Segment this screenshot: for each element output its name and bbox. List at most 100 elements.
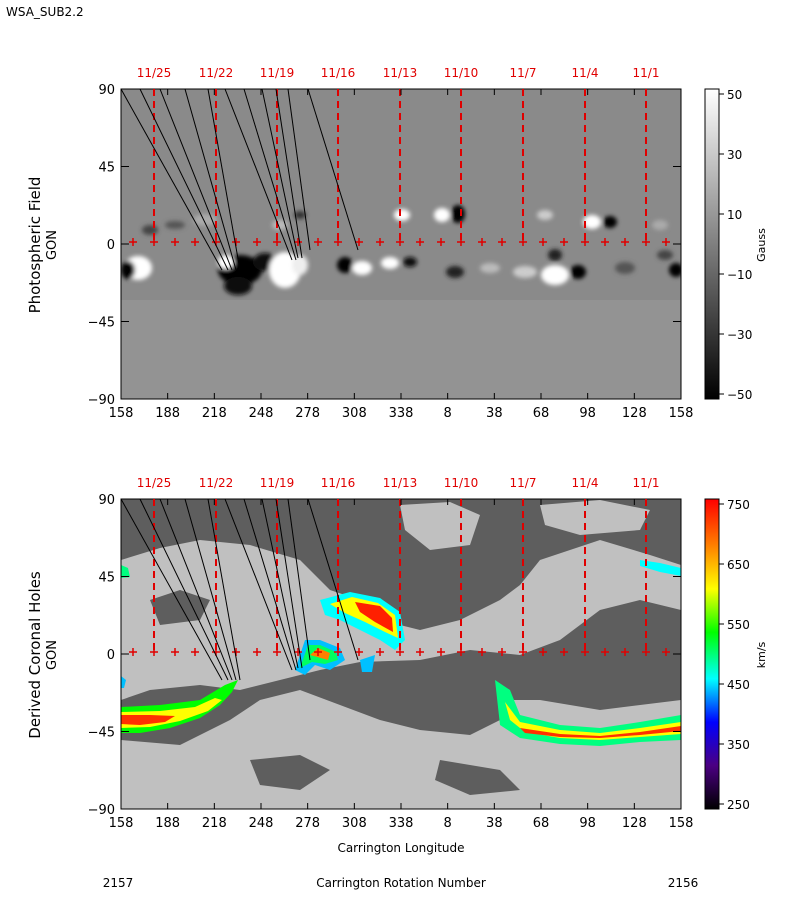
earth-track-marker <box>376 648 384 656</box>
earth-track-marker <box>334 648 342 656</box>
y-tick-label: −45 <box>88 316 115 331</box>
x-tick-label: 68 <box>533 406 550 421</box>
colorbar-label: km/s <box>755 641 768 668</box>
coronal-hole-north-east <box>121 560 681 688</box>
field-line-trace <box>243 499 297 671</box>
earth-track-marker <box>294 238 302 246</box>
date-label: 11/10 <box>444 476 479 490</box>
x-tick-label: 188 <box>155 816 180 831</box>
colorbar-speed <box>704 498 720 810</box>
earth-track-marker <box>642 238 650 246</box>
field-line-trace <box>261 89 299 259</box>
earth-track-marker <box>314 648 322 656</box>
earth-track-marker <box>416 648 424 656</box>
x-tick-label: 128 <box>622 406 647 421</box>
field-line-trace <box>287 499 311 661</box>
colorbar-tick-label: 250 <box>727 798 750 812</box>
y-tick-label: −90 <box>88 393 115 408</box>
earth-track-marker <box>376 238 384 246</box>
x-tick-label: 188 <box>155 406 180 421</box>
field-line-trace <box>307 89 359 251</box>
earth-track-marker <box>437 238 445 246</box>
earth-track-marker <box>273 238 281 246</box>
earth-track-marker <box>581 238 589 246</box>
coronal-hole-map <box>121 499 681 809</box>
y-tick-label: 90 <box>98 83 115 98</box>
colorbar-tick-label: 550 <box>727 618 750 632</box>
photospheric-panel: 158 188 218 248 278 308 338 8 38 68 98 128 158 90 45 0 −… <box>26 66 768 421</box>
earth-track-marker <box>539 648 547 656</box>
coronal-hole-center <box>295 592 405 675</box>
overlay-marks <box>121 89 670 271</box>
coronal-hole-south-east <box>495 680 681 746</box>
colorbar-tick-label: −10 <box>727 268 752 282</box>
earth-track-marker <box>150 238 158 246</box>
date-label: 11/25 <box>137 66 172 80</box>
field-line-trace <box>207 499 241 681</box>
x-tick-label: 338 <box>389 816 414 831</box>
field-line-trace <box>243 89 297 261</box>
earth-track-marker <box>437 648 445 656</box>
x-tick-label: 158 <box>109 406 134 421</box>
rotation-left-label: 2157 <box>103 876 134 890</box>
colorbar-tick-label: 350 <box>727 738 750 752</box>
earth-track-marker <box>334 238 342 246</box>
field-line-trace <box>159 89 233 271</box>
rotation-axis-title: Carrington Rotation Number <box>316 876 486 890</box>
date-label: 11/4 <box>572 476 599 490</box>
earth-track-marker <box>662 648 670 656</box>
x-tick-label: 38 <box>486 406 503 421</box>
earth-track-marker <box>253 238 261 246</box>
field-line-trace <box>307 499 359 661</box>
axes: 158 188 218 248 278 308 338 8 38 68 98 128 158 90 45 0 −… <box>88 66 694 421</box>
magnetogram-image <box>121 89 681 399</box>
date-label: 11/16 <box>321 66 356 80</box>
x-tick-label: 98 <box>579 406 596 421</box>
earth-track-marker <box>478 648 486 656</box>
colorbar-label: Gauss <box>755 228 768 262</box>
earth-track-marker <box>457 648 465 656</box>
date-label: 11/19 <box>260 476 295 490</box>
field-line-trace <box>121 499 223 681</box>
earth-track-marker <box>560 648 568 656</box>
field-line-trace <box>275 499 303 669</box>
date-label: 11/7 <box>510 476 537 490</box>
field-line-trace <box>275 89 303 259</box>
earth-track-marker <box>498 648 506 656</box>
colorbar-tick-label: −50 <box>727 388 752 402</box>
x-tick-label: 158 <box>669 816 694 831</box>
x-tick-label: 98 <box>579 816 596 831</box>
earth-track-marker <box>253 648 261 656</box>
date-label: 11/22 <box>199 66 234 80</box>
earth-track-marker <box>171 238 179 246</box>
colorbar-tick-label: 30 <box>727 148 742 162</box>
x-tick-label: 278 <box>295 816 320 831</box>
colorbar-ticks: 50 30 10 −10 −30 −50 <box>719 88 752 402</box>
earth-track-marker <box>642 648 650 656</box>
axes: 158 188 218 248 278 308 338 8 38 68 98 128 158 90 45 0 −… <box>88 476 694 831</box>
colorbar-tick-label: 650 <box>727 558 750 572</box>
earth-track-marker <box>273 648 281 656</box>
y-tick-label: −90 <box>88 803 115 818</box>
earth-track-marker <box>355 648 363 656</box>
date-label: 11/25 <box>137 476 172 490</box>
colorbar-tick-label: 450 <box>727 678 750 692</box>
date-label: 11/4 <box>572 66 599 80</box>
x-axis-title: Carrington Longitude <box>337 841 464 855</box>
earth-track-marker <box>457 238 465 246</box>
y-axis-title: Photospheric Field <box>26 177 44 314</box>
x-tick-label: 248 <box>249 406 274 421</box>
colorbar-tick-label: −30 <box>727 328 752 342</box>
x-tick-label: 308 <box>342 816 367 831</box>
earth-track-marker <box>621 238 629 246</box>
field-line-trace <box>121 89 223 271</box>
earth-track-marker <box>662 238 670 246</box>
y-axis-subtitle: GON <box>45 230 60 260</box>
date-label: 11/13 <box>383 476 418 490</box>
earth-track-marker <box>621 648 629 656</box>
field-line-trace <box>139 89 229 271</box>
x-tick-label: 278 <box>295 406 320 421</box>
earth-track-marker <box>519 238 527 246</box>
earth-track-marker <box>416 238 424 246</box>
